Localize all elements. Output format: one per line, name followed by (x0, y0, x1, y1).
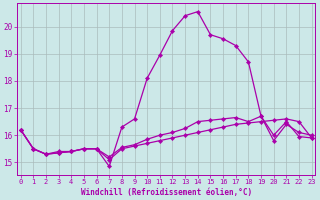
X-axis label: Windchill (Refroidissement éolien,°C): Windchill (Refroidissement éolien,°C) (81, 188, 252, 197)
